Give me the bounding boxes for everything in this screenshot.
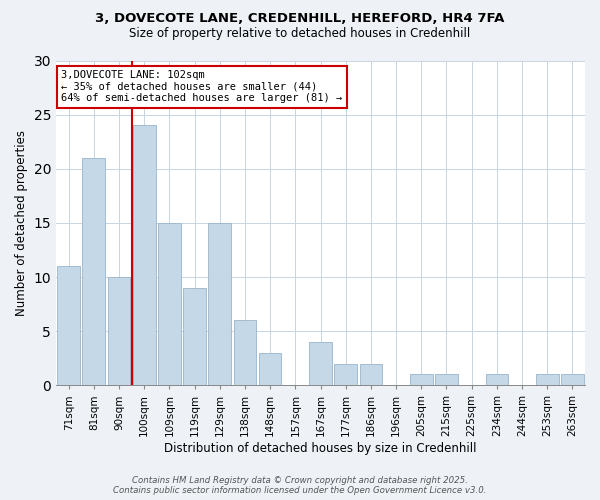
Bar bbox=[133, 126, 155, 386]
Bar bbox=[183, 288, 206, 386]
Text: 3,DOVECOTE LANE: 102sqm
← 35% of detached houses are smaller (44)
64% of semi-de: 3,DOVECOTE LANE: 102sqm ← 35% of detache… bbox=[61, 70, 343, 103]
Bar bbox=[536, 374, 559, 386]
Bar bbox=[435, 374, 458, 386]
Text: 3, DOVECOTE LANE, CREDENHILL, HEREFORD, HR4 7FA: 3, DOVECOTE LANE, CREDENHILL, HEREFORD, … bbox=[95, 12, 505, 26]
Text: Size of property relative to detached houses in Credenhill: Size of property relative to detached ho… bbox=[130, 28, 470, 40]
Bar bbox=[259, 353, 281, 386]
Bar bbox=[208, 223, 231, 386]
Bar bbox=[309, 342, 332, 386]
Bar bbox=[334, 364, 357, 386]
Bar bbox=[233, 320, 256, 386]
Bar bbox=[561, 374, 584, 386]
Bar bbox=[58, 266, 80, 386]
Bar bbox=[107, 277, 130, 386]
Bar bbox=[82, 158, 105, 386]
Text: Contains HM Land Registry data © Crown copyright and database right 2025.
Contai: Contains HM Land Registry data © Crown c… bbox=[113, 476, 487, 495]
X-axis label: Distribution of detached houses by size in Credenhill: Distribution of detached houses by size … bbox=[164, 442, 477, 455]
Y-axis label: Number of detached properties: Number of detached properties bbox=[15, 130, 28, 316]
Bar bbox=[485, 374, 508, 386]
Bar bbox=[410, 374, 433, 386]
Bar bbox=[359, 364, 382, 386]
Bar bbox=[158, 223, 181, 386]
